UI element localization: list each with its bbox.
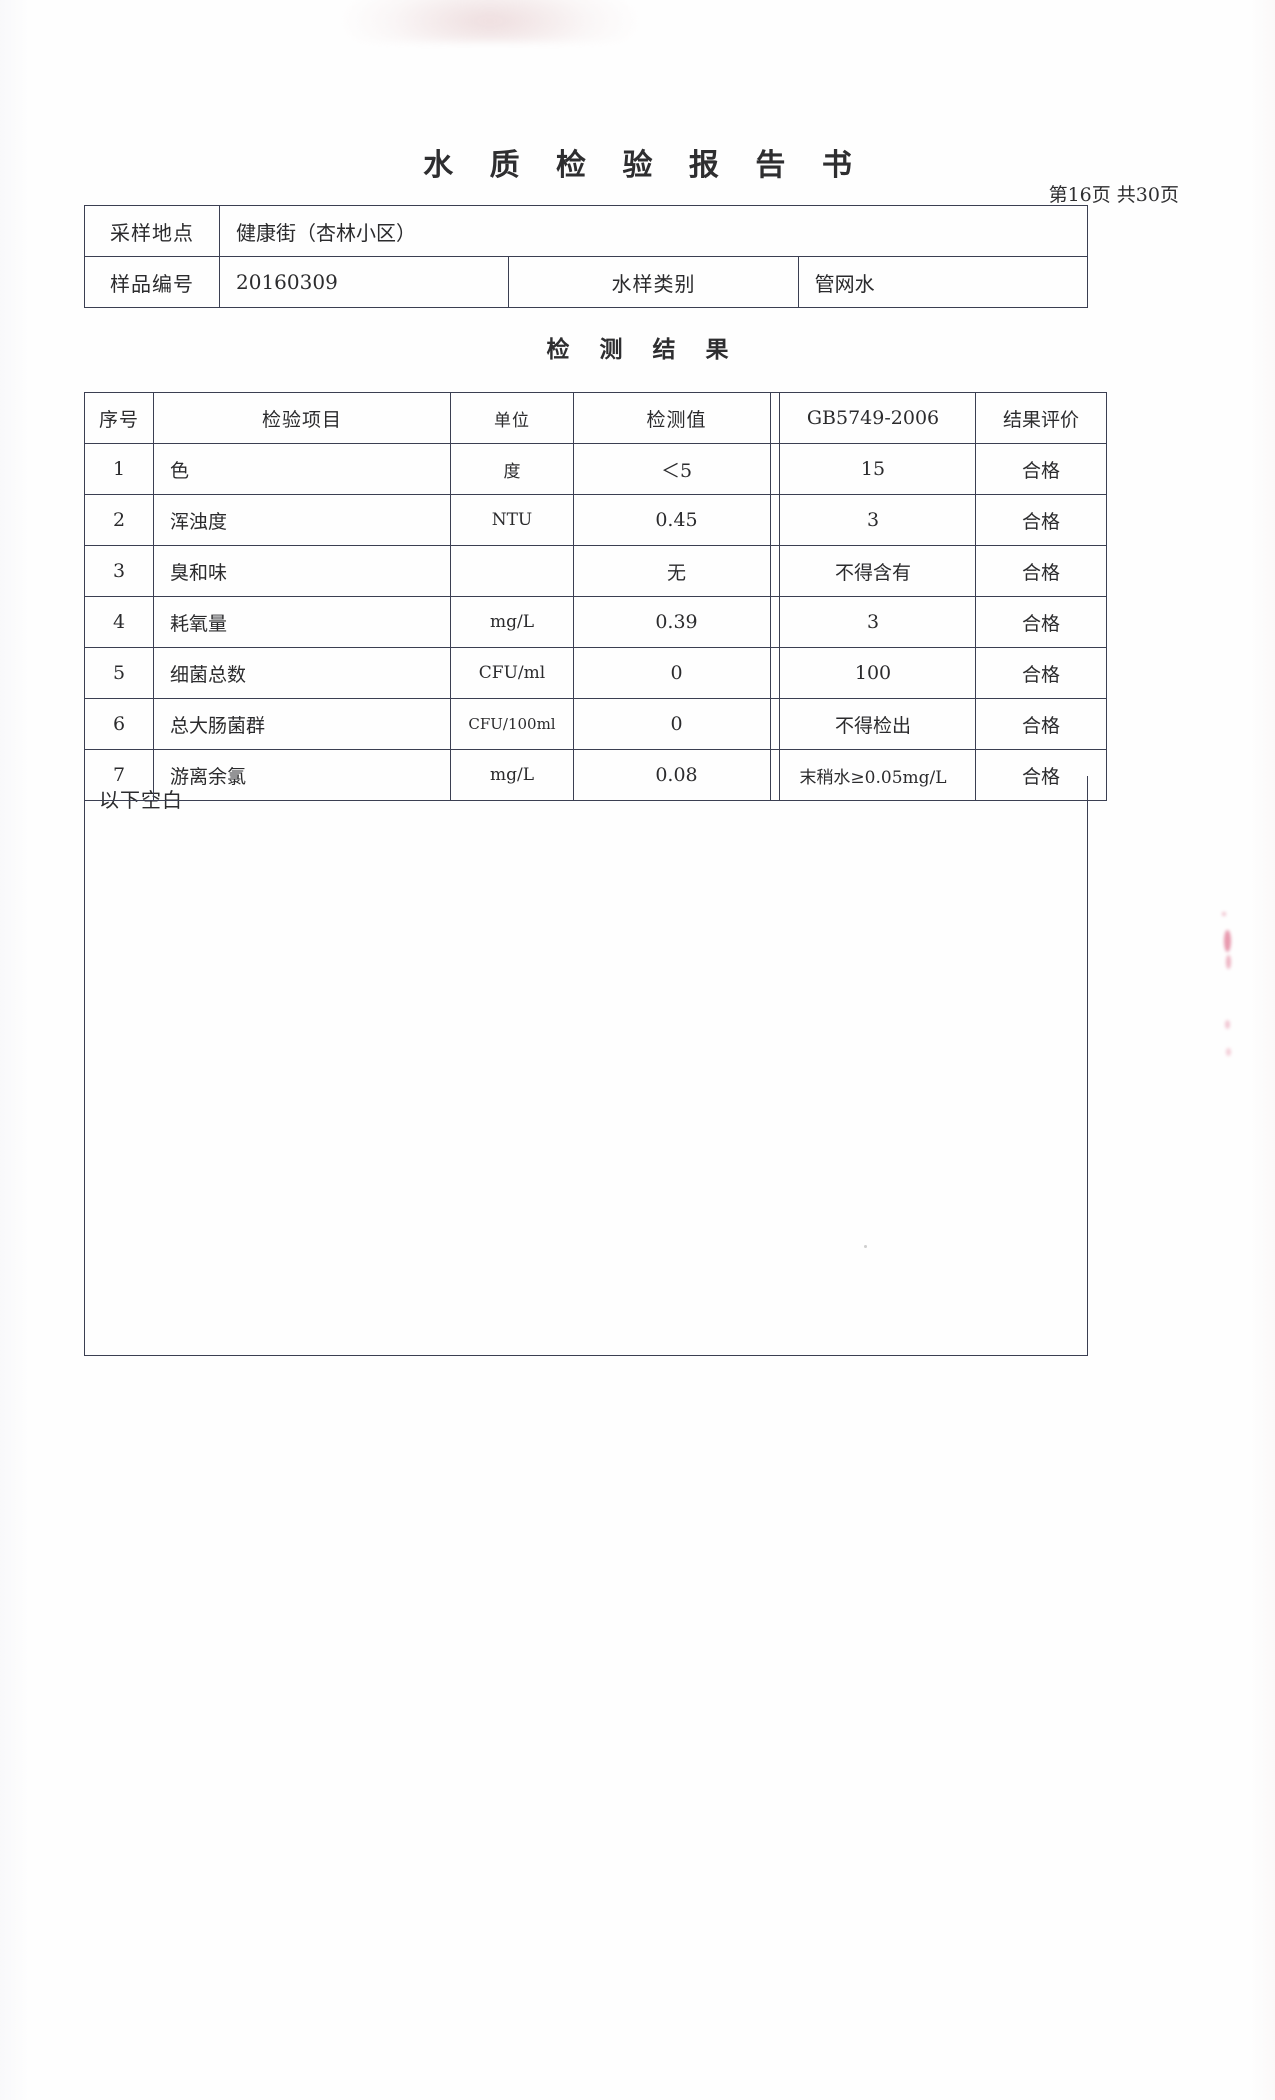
cell-unit — [450, 545, 574, 597]
cell-item: 臭和味 — [153, 545, 451, 597]
cell-unit: mg/L — [450, 596, 574, 648]
scan-smudge-artifact — [340, 0, 640, 42]
cell-item: 游离余氯 — [153, 749, 451, 801]
stamp-fleck-artifact — [1224, 930, 1231, 952]
table-header-row: GB5749-2006 结果评价 — [770, 392, 1107, 444]
column-header-standard: GB5749-2006 — [770, 392, 976, 444]
cell-evaluation: 合格 — [975, 494, 1107, 546]
cell-unit: CFU/ml — [450, 647, 574, 699]
cell-evaluation: 合格 — [975, 647, 1107, 699]
cell-item: 细菌总数 — [153, 647, 451, 699]
table-row: 100 合格 — [770, 647, 1107, 699]
stamp-fleck-artifact — [1222, 912, 1226, 916]
cell-value: 0.39 — [573, 596, 780, 648]
table-row: 4 耗氧量 mg/L 0.39 — [84, 596, 780, 648]
sampling-location-label: 采样地点 — [84, 205, 220, 257]
stamp-fleck-artifact — [1226, 955, 1231, 969]
cell-value: 0.08 — [573, 749, 780, 801]
sample-info-table: 采样地点 健康街（杏林小区） 样品编号 20160309 水样类别 管网水 — [84, 205, 1089, 308]
cell-value: 0 — [573, 698, 780, 750]
page-title: 水 质 检 验 报 告 书 — [423, 148, 865, 183]
sampling-location-value: 健康街（杏林小区） — [219, 205, 1088, 257]
sample-number-label: 样品编号 — [84, 256, 220, 308]
cell-evaluation: 合格 — [975, 545, 1107, 597]
cell-evaluation: 合格 — [975, 443, 1107, 495]
cell-item: 总大肠菌群 — [153, 698, 451, 750]
section-heading-test-results: 检 测 结 果 — [546, 336, 740, 363]
cell-evaluation: 合格 — [975, 698, 1107, 750]
table-row: 5 细菌总数 CFU/ml 0 — [84, 647, 780, 699]
cell-standard: 15 — [770, 443, 976, 495]
table-row: 1 色 度 ＜5 — [84, 443, 780, 495]
table-row: 7 游离余氯 mg/L 0.08 — [84, 749, 780, 801]
cell-unit: CFU/100ml — [450, 698, 574, 750]
cell-no: 3 — [84, 545, 154, 597]
cell-no: 4 — [84, 596, 154, 648]
cell-standard: 100 — [770, 647, 976, 699]
sample-number-value: 20160309 — [218, 256, 510, 308]
water-type-label: 水样类别 — [508, 256, 799, 308]
table-row: 3 合格 — [770, 494, 1107, 546]
cell-item: 耗氧量 — [153, 596, 451, 648]
cell-standard: 3 — [770, 494, 976, 546]
cell-standard: 不得检出 — [770, 698, 976, 750]
stamp-fleck-artifact — [1226, 1048, 1231, 1056]
cell-value: 0 — [573, 647, 780, 699]
cell-item: 色 — [153, 443, 451, 495]
cell-unit: 度 — [450, 443, 574, 495]
cell-no: 5 — [84, 647, 154, 699]
cell-item: 浑浊度 — [153, 494, 451, 546]
cell-no: 6 — [84, 698, 154, 750]
results-table-right: GB5749-2006 结果评价 15 合格 3 合格 不得含有 合格 3 合格 — [770, 392, 1107, 801]
column-header-unit: 单位 — [450, 392, 574, 444]
cell-standard: 不得含有 — [770, 545, 976, 597]
table-header-row: 序号 检验项目 单位 检测值 — [84, 392, 780, 444]
cell-no: 1 — [84, 443, 154, 495]
cell-value: 无 — [573, 545, 780, 597]
cell-no: 2 — [84, 494, 154, 546]
table-row: 6 总大肠菌群 CFU/100ml 0 — [84, 698, 780, 750]
table-row: 2 浑浊度 NTU 0.45 — [84, 494, 780, 546]
cell-standard: 末稍水≥0.05mg/L — [770, 749, 976, 801]
cell-evaluation: 合格 — [975, 596, 1107, 648]
cell-value: ＜5 — [573, 443, 780, 495]
column-header-no: 序号 — [84, 392, 154, 444]
cell-unit: NTU — [450, 494, 574, 546]
table-row: 采样地点 健康街（杏林小区） — [84, 205, 1088, 257]
table-row: 3 合格 — [770, 596, 1107, 648]
column-header-value: 检测值 — [573, 392, 780, 444]
cell-unit: mg/L — [450, 749, 574, 801]
cell-standard: 3 — [770, 596, 976, 648]
table-row: 不得检出 合格 — [770, 698, 1107, 750]
column-header-item: 检验项目 — [153, 392, 451, 444]
table-row: 15 合格 — [770, 443, 1107, 495]
cell-no: 7 — [84, 749, 154, 801]
cell-evaluation: 合格 — [975, 749, 1107, 801]
page-counter: 第16页 共30页 — [1048, 184, 1179, 206]
cell-value: 0.45 — [573, 494, 780, 546]
results-table-left: 序号 检验项目 单位 检测值 1 色 度 ＜5 2 浑浊度 NTU 0.45 3… — [84, 392, 780, 801]
table-row: 末稍水≥0.05mg/L 合格 — [770, 749, 1107, 801]
stamp-fleck-artifact — [1225, 1020, 1230, 1029]
water-type-value: 管网水 — [797, 256, 1089, 308]
table-row: 样品编号 20160309 水样类别 管网水 — [84, 256, 1089, 308]
table-row: 不得含有 合格 — [770, 545, 1107, 597]
blank-continuation-area: 以下空白 — [84, 776, 1088, 1356]
table-row: 3 臭和味 无 — [84, 545, 780, 597]
column-header-evaluation: 结果评价 — [975, 392, 1107, 444]
